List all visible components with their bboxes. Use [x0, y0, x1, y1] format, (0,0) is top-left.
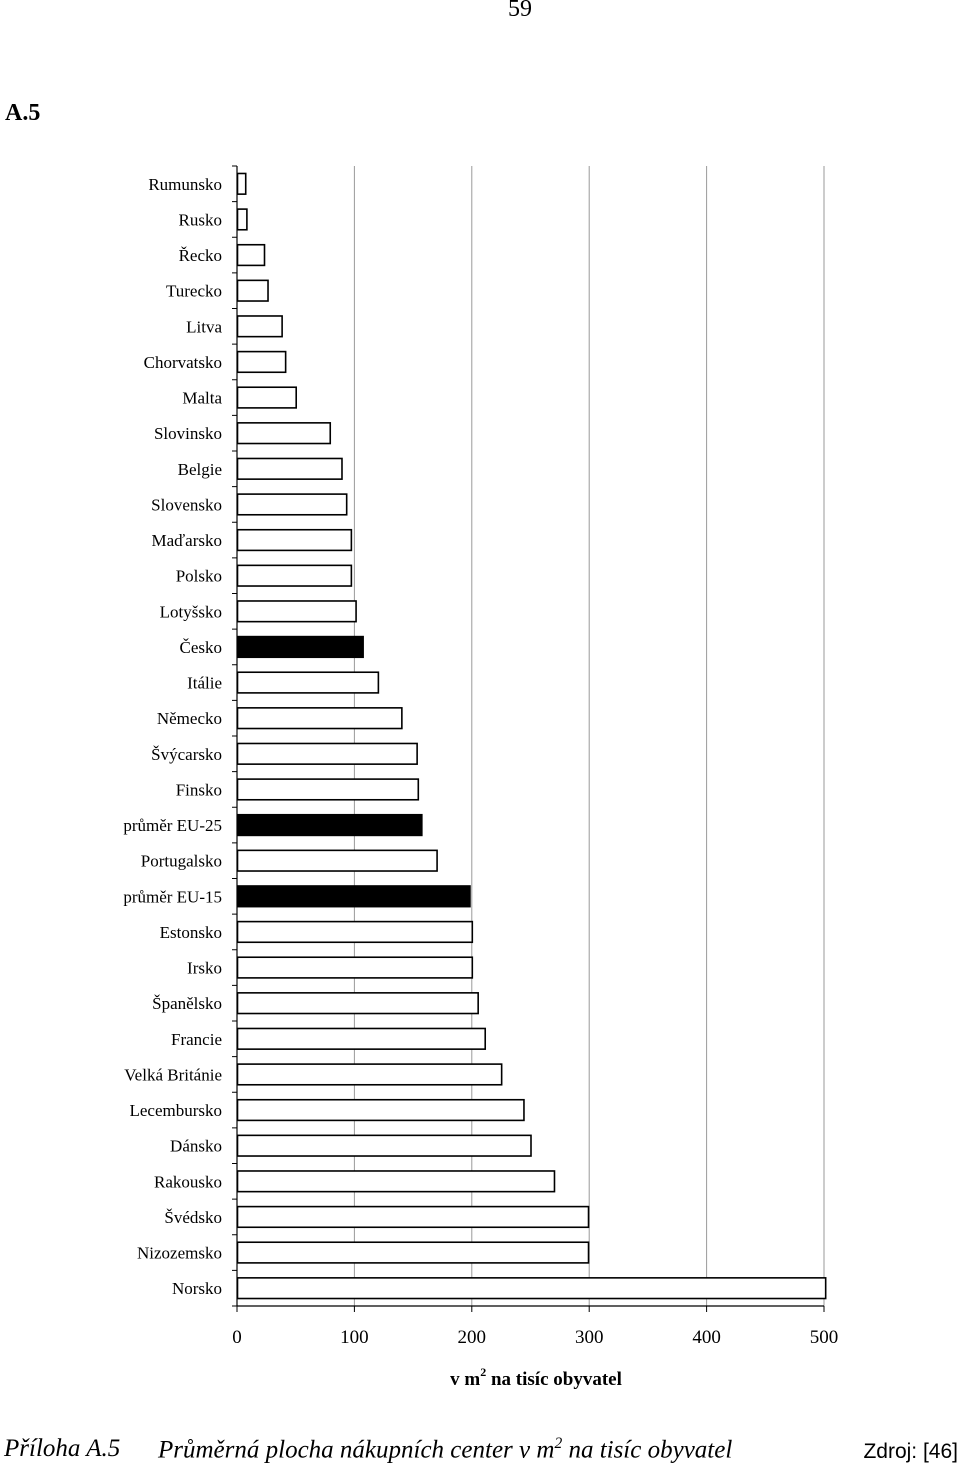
bar: [236, 315, 283, 338]
page-number: 59: [508, 0, 532, 22]
bars: [236, 172, 827, 1300]
category-labels: Rumunsko Rusko Řecko Turecko Litva Chorvatsko…: [123, 175, 222, 1298]
bar: [236, 279, 269, 302]
category-label: Lotyšsko: [160, 602, 222, 621]
category-label: Malta: [182, 389, 222, 408]
category-label: Chorvatsko: [144, 353, 222, 372]
x-tick-labels: 0 100 200 300 400 500: [232, 1327, 838, 1348]
category-label: Belgie: [178, 460, 222, 479]
caption-label: Příloha A.5: [4, 1435, 121, 1462]
category-label: Nizozemsko: [137, 1244, 222, 1263]
category-label: Velká Británie: [124, 1065, 222, 1084]
bar: [236, 564, 353, 587]
bar: [236, 1098, 525, 1122]
category-label: Řecko: [179, 246, 222, 265]
category-label: průměr EU-25: [123, 816, 222, 835]
category-label: Polsko: [176, 567, 222, 586]
bar: [236, 707, 403, 730]
bar: [236, 528, 353, 552]
bar: [236, 1170, 556, 1193]
bar: [236, 600, 357, 623]
bar: [236, 920, 474, 944]
category-label: Finsko: [176, 780, 222, 799]
category-label: Portugalsko: [141, 852, 222, 871]
caption-title-superscript: 2: [554, 1435, 563, 1452]
bar: [236, 1277, 827, 1300]
x-tick-label: 0: [232, 1327, 242, 1348]
category-label: Švýcarsko: [151, 745, 222, 764]
bar: [236, 885, 471, 908]
caption-source: Zdroj: [46]: [863, 1440, 958, 1463]
bar: [236, 813, 423, 837]
bar: [236, 742, 418, 765]
bar: [236, 1134, 532, 1157]
section-label: A.5: [5, 100, 41, 126]
category-label: Lecembursko: [129, 1101, 222, 1120]
caption-title-rest: na tisíc obyvatel: [562, 1436, 733, 1464]
category-label: Irsko: [187, 959, 222, 978]
x-axis-title: v m2 na tisíc obyvatel: [450, 1365, 622, 1390]
bar: [236, 493, 348, 516]
bar: [236, 457, 343, 480]
category-label: Německo: [157, 709, 222, 728]
bar: [236, 422, 332, 445]
x-tick-label: 500: [810, 1327, 839, 1348]
bar: [236, 1241, 590, 1264]
category-label: průměr EU-15: [123, 887, 222, 906]
bar: [236, 1205, 590, 1229]
category-label: Maďarsko: [152, 531, 222, 550]
bar: [236, 992, 479, 1015]
bar: [236, 208, 248, 231]
category-label: Česko: [180, 638, 223, 657]
axes: [232, 165, 825, 1312]
bar: [236, 956, 474, 979]
bar: [236, 243, 266, 267]
bar: [236, 1027, 487, 1050]
category-label: Rumunsko: [148, 175, 222, 194]
bar: [236, 671, 380, 694]
category-label: Estonsko: [160, 923, 222, 942]
category-label: Francie: [171, 1030, 222, 1049]
category-label: Španělsko: [152, 994, 222, 1013]
category-label: Litva: [186, 317, 222, 336]
figure-caption: Příloha A.5 Průměrná plocha nákupních ce…: [0, 1435, 960, 1471]
category-label: Rakousko: [154, 1172, 222, 1191]
bar: [236, 778, 420, 801]
bar: [236, 1063, 503, 1086]
category-label: Švédsko: [164, 1208, 222, 1227]
category-label: Dánsko: [170, 1137, 222, 1156]
bar: [236, 849, 438, 872]
x-axis-title-base: v m: [450, 1369, 480, 1390]
caption-title-base: Průměrná plocha nákupních center v m: [158, 1436, 555, 1464]
caption-title: Průměrná plocha nákupních center v m2 na…: [158, 1435, 732, 1464]
x-tick-label: 300: [575, 1327, 604, 1348]
x-axis-title-superscript: 2: [480, 1365, 486, 1379]
bar: [236, 350, 287, 374]
category-label: Rusko: [179, 210, 222, 229]
x-axis-title-rest: na tisíc obyvatel: [486, 1369, 622, 1390]
category-label: Slovinsko: [154, 424, 222, 443]
category-label: Turecko: [166, 282, 222, 301]
x-tick-label: 200: [458, 1327, 487, 1348]
x-tick-label: 400: [692, 1327, 721, 1348]
bar: [236, 635, 364, 659]
bar: [236, 386, 298, 409]
category-label: Slovensko: [151, 495, 222, 514]
bar: [236, 172, 247, 195]
category-label: Itálie: [187, 674, 222, 693]
x-tick-label: 100: [340, 1327, 369, 1348]
category-label: Norsko: [172, 1279, 222, 1298]
bar-chart: Rumunsko Rusko Řecko Turecko Litva Chorvatsko…: [123, 165, 838, 1390]
